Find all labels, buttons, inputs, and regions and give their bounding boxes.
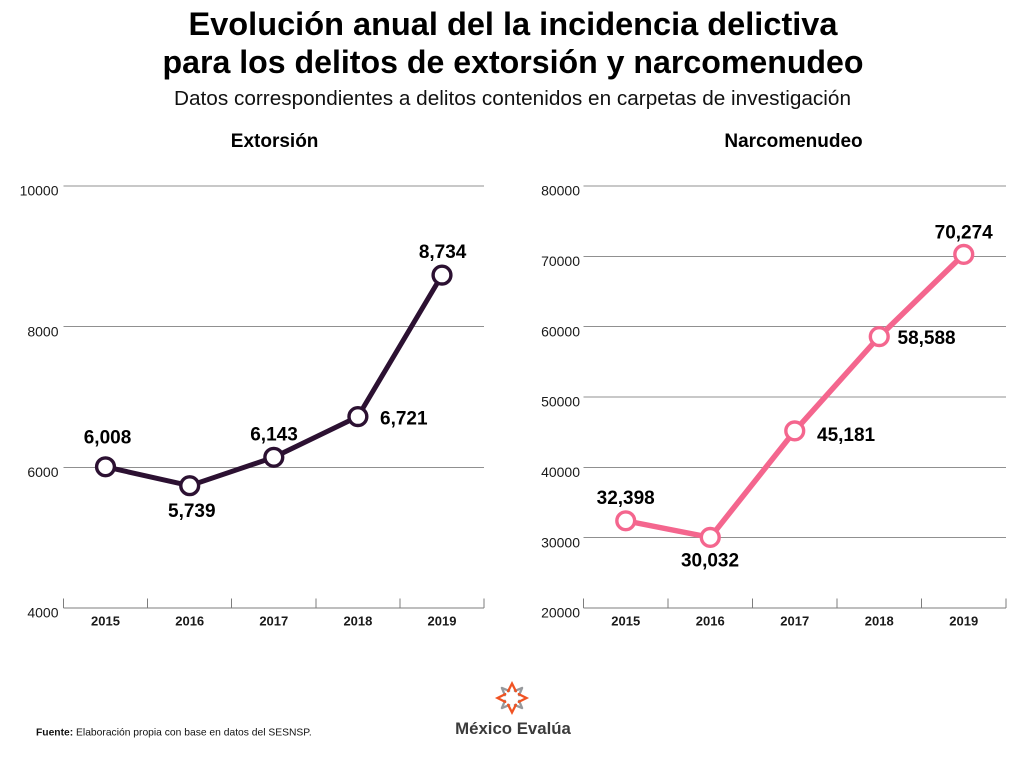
- svg-text:Extorsión: Extorsión: [231, 131, 319, 152]
- svg-text:2017: 2017: [780, 614, 809, 629]
- svg-text:30,032: 30,032: [681, 551, 739, 572]
- svg-text:México Evalúa: México Evalúa: [455, 719, 571, 738]
- svg-text:8000: 8000: [27, 323, 58, 339]
- svg-text:45,181: 45,181: [817, 425, 876, 446]
- svg-text:10000: 10000: [20, 183, 59, 199]
- svg-text:6000: 6000: [27, 464, 58, 480]
- svg-text:8,734: 8,734: [419, 242, 467, 263]
- svg-text:2016: 2016: [696, 614, 725, 629]
- svg-text:6,721: 6,721: [380, 409, 428, 430]
- svg-text:50000: 50000: [541, 394, 580, 410]
- svg-text:Datos correspondientes a delit: Datos correspondientes a delitos conteni…: [174, 88, 851, 110]
- svg-text:para los delitos de extorsión: para los delitos de extorsión y narcomen…: [163, 44, 864, 80]
- svg-text:70000: 70000: [541, 253, 580, 269]
- svg-text:2016: 2016: [175, 614, 204, 629]
- svg-text:2019: 2019: [428, 614, 457, 629]
- svg-text:60000: 60000: [541, 323, 580, 339]
- svg-text:Evolución anual del la inciden: Evolución anual del la incidencia delict…: [189, 6, 839, 42]
- svg-text:6,008: 6,008: [84, 428, 132, 449]
- svg-text:32,398: 32,398: [597, 488, 655, 509]
- svg-text:Narcomenudeo: Narcomenudeo: [724, 131, 862, 152]
- svg-text:58,588: 58,588: [898, 328, 956, 349]
- svg-text:40000: 40000: [541, 464, 580, 480]
- svg-text:70,274: 70,274: [935, 223, 994, 244]
- svg-text:2017: 2017: [259, 614, 288, 629]
- svg-text:2015: 2015: [91, 614, 120, 629]
- svg-text:2015: 2015: [611, 614, 640, 629]
- svg-text:5,739: 5,739: [168, 501, 216, 522]
- svg-text:2018: 2018: [343, 614, 372, 629]
- svg-text:30000: 30000: [541, 534, 580, 550]
- svg-text:4000: 4000: [27, 605, 58, 621]
- svg-text:2018: 2018: [865, 614, 894, 629]
- svg-text:20000: 20000: [541, 605, 580, 621]
- svg-text:80000: 80000: [541, 183, 580, 199]
- svg-text:2019: 2019: [949, 614, 978, 629]
- svg-text:Fuente: Elaboración propia con: Fuente: Elaboración propia con base en d…: [36, 728, 312, 739]
- svg-text:6,143: 6,143: [250, 425, 298, 446]
